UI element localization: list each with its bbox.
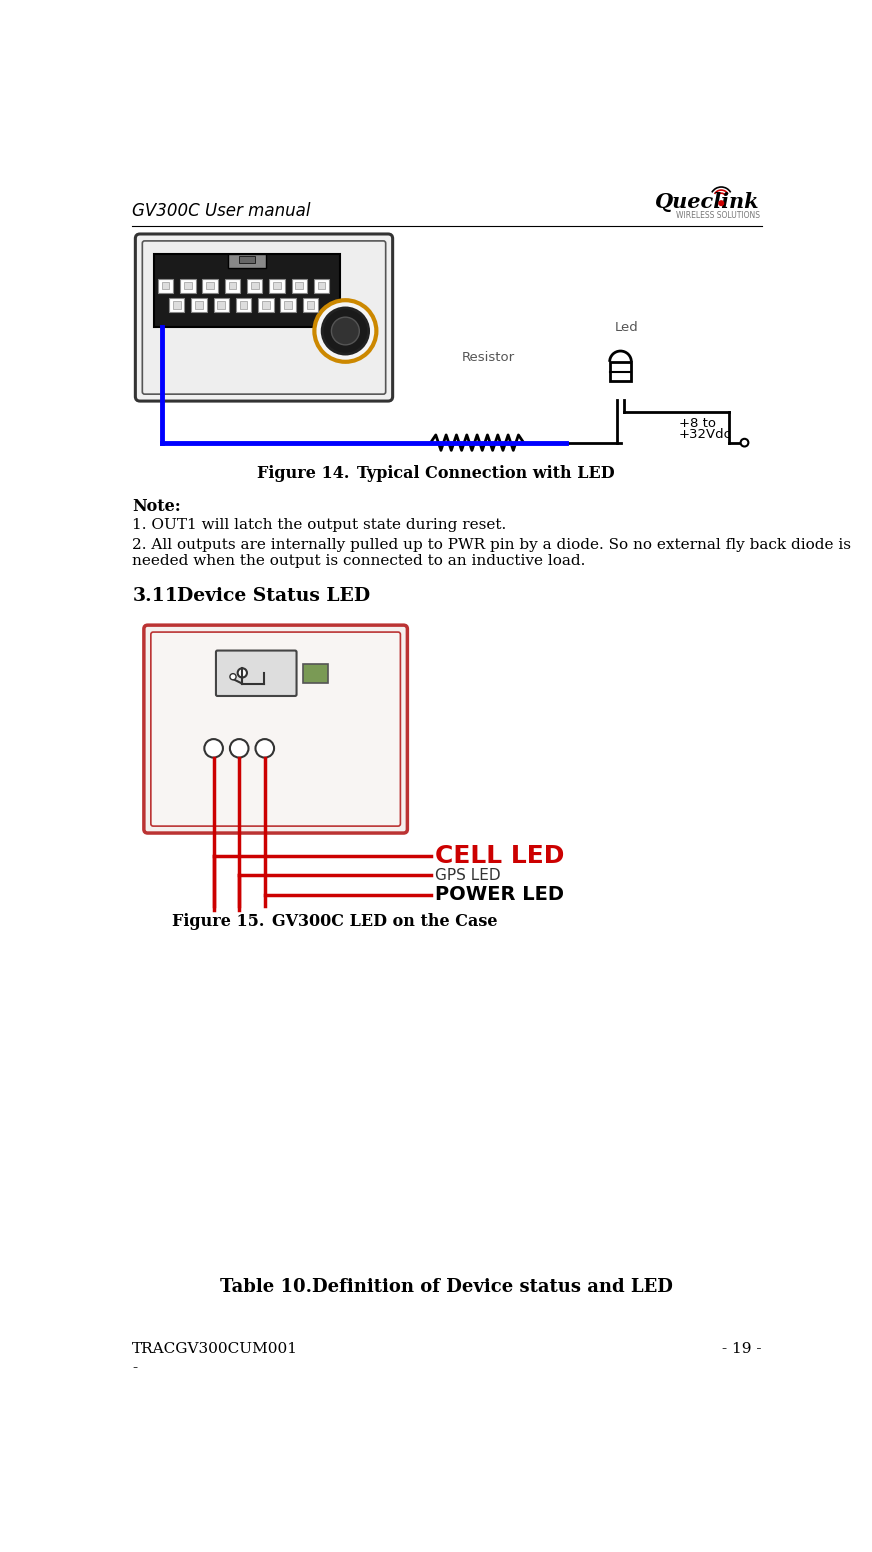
Bar: [202, 279, 218, 292]
Bar: [303, 298, 318, 312]
Text: 1. OUT1 will latch the output state during reset.: 1. OUT1 will latch the output state duri…: [133, 518, 507, 532]
Text: GV300C User manual: GV300C User manual: [133, 202, 310, 220]
Text: POWER LED: POWER LED: [434, 885, 563, 905]
Circle shape: [204, 739, 223, 757]
Text: WIRELESS SOLUTIONS: WIRELESS SOLUTIONS: [676, 211, 760, 220]
Bar: [251, 282, 259, 289]
Circle shape: [238, 669, 247, 678]
Bar: [240, 301, 248, 309]
Bar: [161, 282, 169, 289]
Text: Figure 15.: Figure 15.: [172, 913, 264, 930]
Circle shape: [315, 300, 377, 362]
Bar: [191, 298, 207, 312]
FancyBboxPatch shape: [142, 241, 385, 394]
Bar: [173, 301, 181, 309]
Bar: [239, 256, 255, 264]
Text: GV300C LED on the Case: GV300C LED on the Case: [272, 913, 497, 930]
Bar: [184, 282, 192, 289]
Bar: [269, 279, 285, 292]
Bar: [158, 279, 174, 292]
Circle shape: [230, 674, 236, 680]
Bar: [181, 279, 195, 292]
Text: -: -: [133, 1361, 138, 1375]
Bar: [154, 255, 340, 327]
Bar: [307, 301, 314, 309]
Bar: [169, 298, 185, 312]
Bar: [317, 282, 325, 289]
Bar: [228, 255, 266, 268]
Text: Typical Connection with LED: Typical Connection with LED: [357, 466, 615, 483]
Bar: [284, 301, 292, 309]
FancyBboxPatch shape: [151, 632, 400, 826]
Text: +8 to: +8 to: [678, 417, 716, 430]
Bar: [291, 279, 307, 292]
Bar: [235, 298, 251, 312]
Bar: [247, 279, 262, 292]
Bar: [217, 301, 225, 309]
Bar: [258, 298, 274, 312]
Bar: [228, 282, 236, 289]
Text: 2. All outputs are internally pulled up to PWR pin by a diode. So no external fl: 2. All outputs are internally pulled up …: [133, 539, 851, 553]
Bar: [296, 282, 303, 289]
Bar: [207, 282, 214, 289]
Text: Resistor: Resistor: [462, 351, 515, 365]
Bar: [225, 279, 240, 292]
Bar: [610, 362, 631, 382]
FancyBboxPatch shape: [135, 234, 392, 400]
Text: Queclink: Queclink: [656, 191, 760, 211]
Bar: [273, 282, 281, 289]
Circle shape: [719, 200, 724, 205]
Text: - 19 -: - 19 -: [722, 1342, 761, 1356]
Text: 3.11.: 3.11.: [133, 587, 185, 605]
Text: TRACGV300CUM001: TRACGV300CUM001: [133, 1342, 298, 1356]
Text: Device Status LED: Device Status LED: [177, 587, 371, 605]
Text: Figure 14.: Figure 14.: [257, 466, 350, 483]
Bar: [281, 298, 296, 312]
Bar: [303, 664, 328, 683]
Text: Led: Led: [614, 321, 638, 334]
Bar: [262, 301, 269, 309]
Text: Table 10.Definition of Device status and LED: Table 10.Definition of Device status and…: [221, 1279, 673, 1296]
Circle shape: [740, 439, 748, 447]
FancyBboxPatch shape: [216, 650, 296, 695]
Text: CELL LED: CELL LED: [434, 844, 564, 868]
Text: GPS LED: GPS LED: [434, 868, 501, 883]
Bar: [314, 279, 330, 292]
Text: Note:: Note:: [133, 498, 181, 515]
Circle shape: [331, 317, 359, 345]
Text: needed when the output is connected to an inductive load.: needed when the output is connected to a…: [133, 554, 586, 568]
Circle shape: [230, 739, 249, 757]
Text: +32Vdc: +32Vdc: [678, 428, 732, 441]
Circle shape: [255, 739, 274, 757]
Circle shape: [322, 307, 369, 354]
Bar: [195, 301, 203, 309]
Bar: [214, 298, 229, 312]
FancyBboxPatch shape: [144, 625, 407, 833]
